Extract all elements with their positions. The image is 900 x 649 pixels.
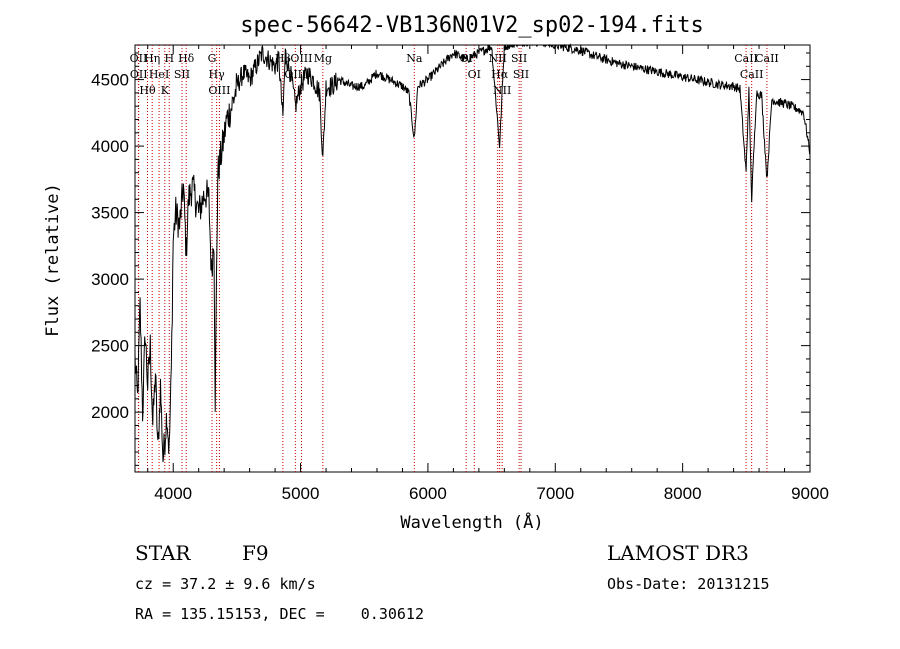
object-class: STAR — [135, 541, 191, 565]
chart-title: spec-56642-VB136N01V2_sp02-194.fits — [240, 13, 704, 38]
y-axis-ticks: 2000 2500 3000 3500 4000 4500 — [91, 52, 810, 466]
y-axis-label: Flux (relative) — [43, 183, 63, 337]
x-axis-ticks: 4000 5000 6000 7000 8000 9000 — [147, 45, 829, 503]
x-tick-label: 8000 — [664, 484, 702, 503]
x-tick-label: 5000 — [282, 484, 320, 503]
plot-frame — [134, 44, 811, 473]
y-tick-label: 3000 — [91, 270, 129, 289]
line-label: Hη — [144, 52, 160, 65]
spectrum-line — [134, 43, 811, 463]
object-subclass: F9 — [242, 541, 269, 565]
x-axis-label: Wavelength (Å) — [400, 511, 543, 533]
spectrum-series — [134, 43, 811, 463]
line-label: Mg — [314, 52, 332, 65]
line-label: CaII — [740, 68, 764, 81]
x-tick-label: 7000 — [536, 484, 574, 503]
line-label: NII — [489, 52, 507, 65]
line-label: K — [161, 84, 170, 97]
survey-name: LAMOST DR3 — [607, 541, 749, 565]
line-label: Hα — [491, 68, 509, 81]
line-label: OI — [468, 68, 481, 81]
line-label: CaII — [734, 52, 758, 65]
spectral-line-markers — [137, 45, 768, 472]
coordinates: RA = 135.15153, DEC = 0.30612 — [135, 605, 424, 623]
obs-date: Obs-Date: 20131215 — [607, 575, 770, 593]
line-label: SII — [511, 52, 527, 65]
line-label: Hγ — [209, 68, 226, 81]
line-label: OII — [130, 68, 148, 81]
line-label: Hδ — [178, 52, 195, 65]
x-tick-label: 9000 — [791, 484, 829, 503]
line-label: SII — [513, 68, 529, 81]
y-tick-label: 2500 — [91, 337, 129, 356]
y-tick-label: 2000 — [91, 403, 129, 422]
line-label: HeI — [149, 68, 169, 81]
line-label: G — [208, 52, 217, 65]
line-label: CaII — [755, 52, 779, 65]
line-label: OIII — [290, 52, 312, 65]
x-tick-label: 4000 — [154, 484, 192, 503]
y-tick-label: 4500 — [91, 71, 129, 90]
line-label: Hθ — [139, 84, 156, 97]
line-label: H — [164, 52, 174, 65]
y-tick-label: 4000 — [91, 137, 129, 156]
line-label: SII — [174, 68, 190, 81]
x-tick-label: 6000 — [409, 484, 447, 503]
y-tick-label: 3500 — [91, 204, 129, 223]
redshift-text: cz = 37.2 ± 9.6 km/s — [135, 575, 316, 593]
line-label: Na — [406, 52, 423, 65]
line-label: OII — [130, 52, 148, 65]
line-label: OIII — [208, 84, 230, 97]
